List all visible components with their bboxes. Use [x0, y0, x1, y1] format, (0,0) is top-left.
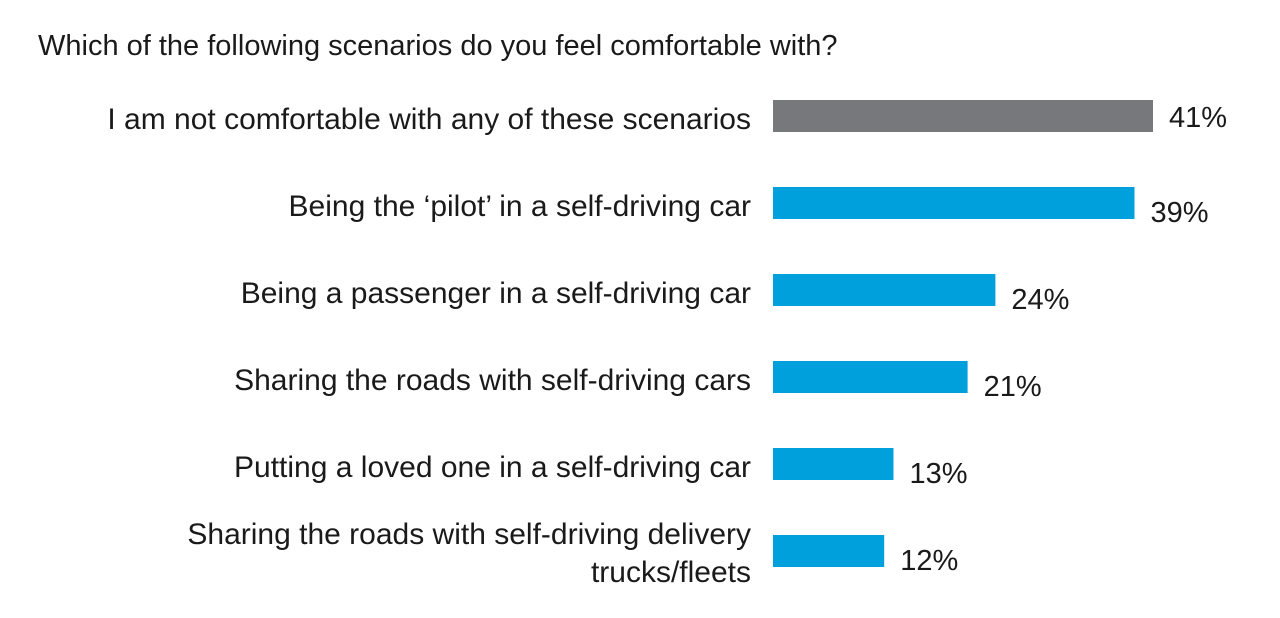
category-labels: I am not comfortable with any of these s…: [107, 103, 751, 589]
category-label-line: Sharing the roads with self-driving cars: [234, 364, 751, 397]
category-label-5: Putting a loved one in a self-driving ca…: [234, 451, 751, 484]
value-label-5: 13%: [910, 458, 968, 490]
category-label-line: Putting a loved one in a self-driving ca…: [234, 451, 751, 484]
value-label-1: 41%: [1169, 102, 1227, 134]
bar-2: [773, 187, 1135, 219]
category-label-line: Being the ‘pilot’ in a self-driving car: [289, 190, 751, 223]
value-label-2: 39%: [1151, 197, 1209, 229]
category-label-line: I am not comfortable with any of these s…: [107, 103, 751, 136]
value-label-3: 24%: [1011, 284, 1069, 316]
category-label-2: Being the ‘pilot’ in a self-driving car: [289, 190, 751, 223]
value-labels: 41% 39% 24% 21% 13% 12%: [900, 102, 1227, 577]
category-label-1: I am not comfortable with any of these s…: [107, 103, 751, 136]
category-label-line: trucks/fleets: [591, 556, 751, 589]
bar-1: [773, 100, 1153, 132]
category-label-line: Sharing the roads with self-driving deli…: [187, 518, 751, 551]
category-label-4: Sharing the roads with self-driving cars: [234, 364, 751, 397]
bar-6: [773, 535, 885, 567]
value-label-6: 12%: [900, 545, 958, 577]
bar-4: [773, 361, 968, 393]
bars: [773, 100, 1153, 567]
bar-5: [773, 448, 894, 480]
chart-title: Which of the following scenarios do you …: [38, 30, 838, 62]
bar-3: [773, 274, 996, 306]
value-label-4: 21%: [984, 371, 1042, 403]
category-label-3: Being a passenger in a self-driving car: [241, 277, 751, 310]
category-label-6: Sharing the roads with self-driving deli…: [187, 518, 751, 589]
category-label-line: Being a passenger in a self-driving car: [241, 277, 751, 310]
